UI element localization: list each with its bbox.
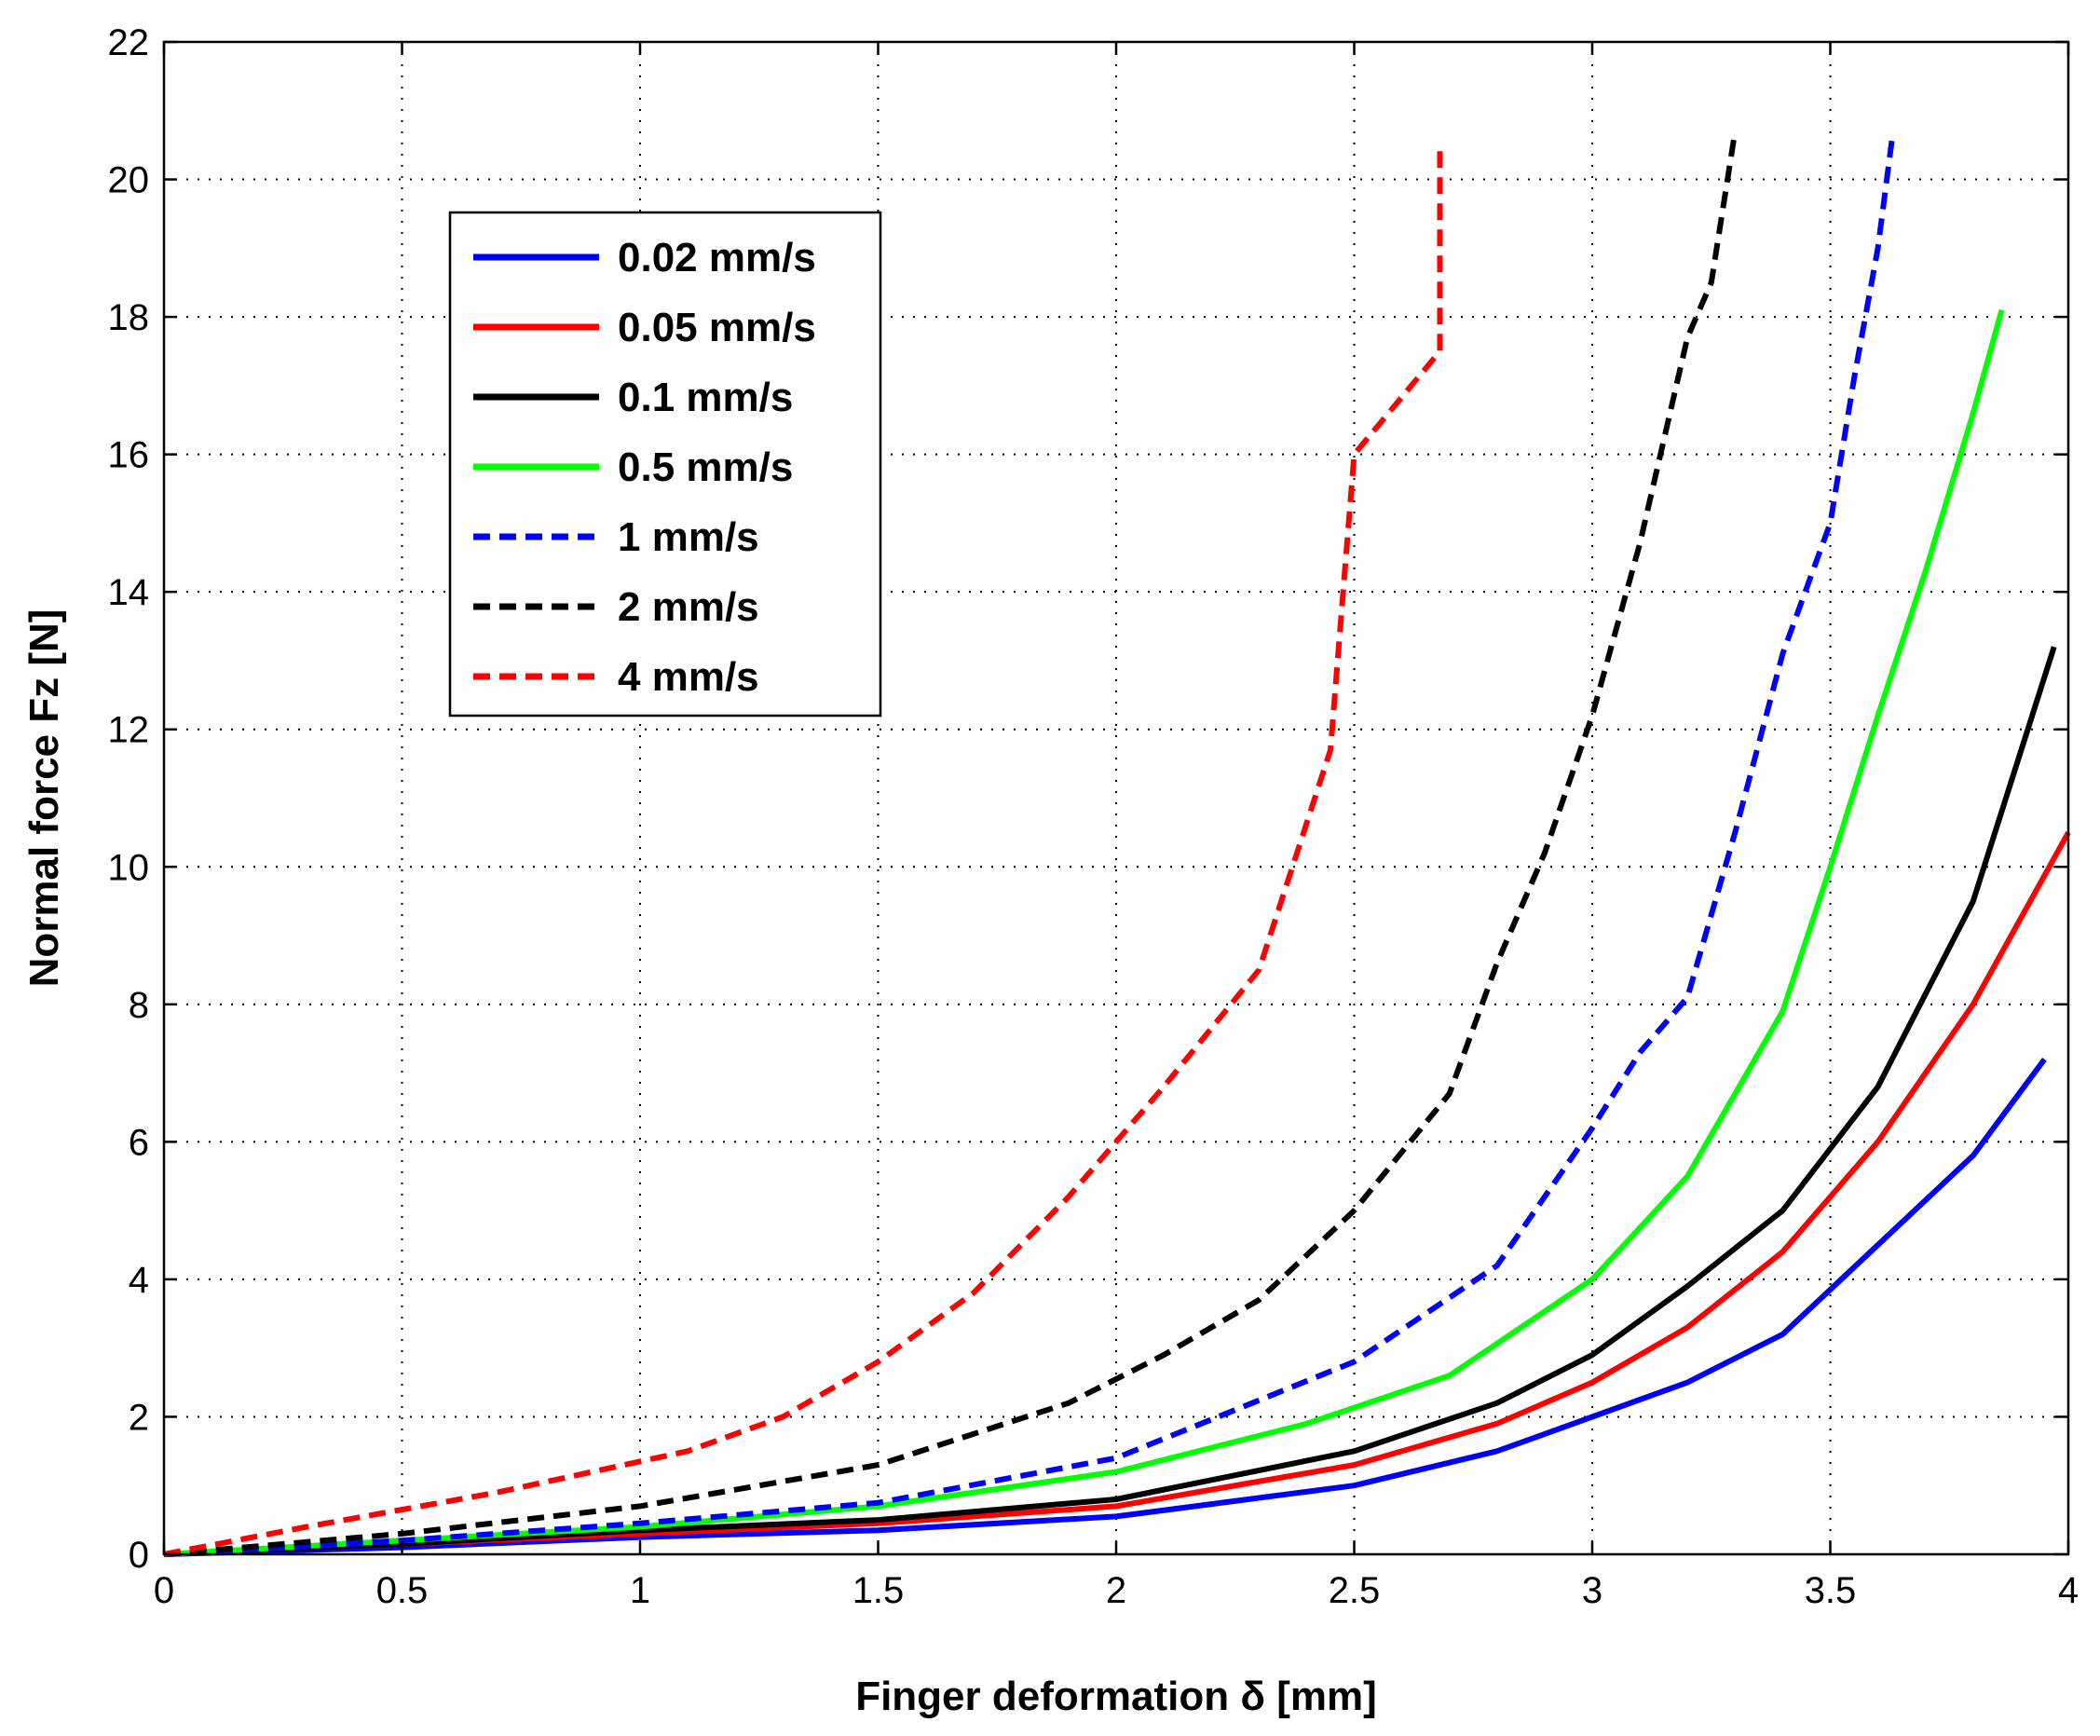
- x-tick-label: 2: [1106, 1570, 1126, 1611]
- y-tick-label: 18: [108, 297, 150, 338]
- legend-label: 0.02 mm/s: [618, 235, 816, 280]
- y-tick-label: 10: [108, 847, 150, 888]
- x-tick-label: 3.5: [1805, 1570, 1857, 1611]
- x-tick-label: 1.5: [852, 1570, 905, 1611]
- y-tick-label: 2: [129, 1397, 149, 1438]
- y-tick-label: 0: [129, 1535, 149, 1576]
- series-line-0-1-mm-s: [163, 646, 2057, 1557]
- legend-label: 2 mm/s: [618, 584, 759, 630]
- series-line-0-02-mm-s: [163, 1058, 2047, 1557]
- y-tick-label: 16: [108, 435, 150, 476]
- series-line-2-mm-s: [163, 130, 1739, 1557]
- legend: 0.02 mm/s 0.05 mm/s 0.1 mm/s 0.5 mm/s 1 mm/s…: [448, 211, 882, 718]
- x-tick-label: 3: [1582, 1570, 1602, 1611]
- y-tick-label: 6: [129, 1122, 149, 1163]
- series-layer: [163, 130, 2071, 1557]
- series-line-4-mm-s: [163, 144, 1443, 1557]
- legend-label: 4 mm/s: [618, 654, 759, 700]
- x-tick-label: 2.5: [1329, 1570, 1381, 1611]
- legend-label: 0.1 mm/s: [618, 375, 793, 420]
- series-line-1-mm-s: [163, 137, 1895, 1557]
- x-tick-label: 0.5: [376, 1570, 429, 1611]
- legend-label: 0.5 mm/s: [618, 444, 793, 490]
- tick-layer: 0 0.5 1 1.5 2 2.5 3 3.5 4 0 2 4 6 8 10 12 14 16 18 20 22: [108, 22, 2080, 1611]
- y-tick-label: 20: [108, 160, 150, 201]
- x-axis-title: Finger deformation δ [mm]: [855, 1674, 1377, 1719]
- series-line-0-5-mm-s: [163, 308, 2005, 1557]
- y-tick-label: 4: [129, 1260, 149, 1301]
- x-tick-label: 0: [154, 1570, 174, 1611]
- y-tick-label: 8: [129, 985, 149, 1026]
- series-line-0-05-mm-s: [163, 830, 2071, 1557]
- x-tick-label: 1: [630, 1570, 650, 1611]
- x-tick-label: 4: [2058, 1570, 2079, 1611]
- y-tick-label: 12: [108, 710, 150, 751]
- y-axis-title: Normal force Fz [N]: [21, 609, 67, 988]
- y-tick-label: 22: [108, 22, 150, 63]
- legend-label: 0.05 mm/s: [618, 305, 816, 350]
- y-tick-label: 14: [108, 572, 150, 613]
- legend-label: 1 mm/s: [618, 514, 759, 560]
